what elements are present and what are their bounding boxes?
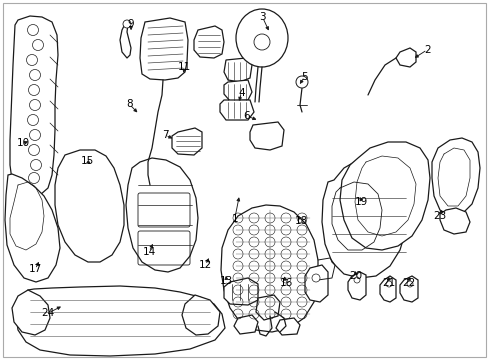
Polygon shape: [256, 295, 280, 320]
Circle shape: [32, 40, 43, 50]
Circle shape: [253, 34, 269, 50]
Polygon shape: [234, 315, 258, 334]
Circle shape: [29, 69, 41, 81]
Text: 3: 3: [259, 12, 265, 22]
Polygon shape: [321, 158, 407, 278]
Polygon shape: [16, 286, 224, 356]
Polygon shape: [126, 158, 198, 272]
Polygon shape: [5, 174, 60, 282]
Text: 21: 21: [382, 278, 395, 288]
Polygon shape: [431, 138, 479, 216]
Ellipse shape: [236, 9, 287, 67]
Text: 1: 1: [231, 214, 238, 224]
Polygon shape: [399, 276, 417, 302]
Polygon shape: [10, 16, 58, 196]
Circle shape: [29, 99, 41, 111]
Circle shape: [28, 144, 40, 156]
Polygon shape: [249, 122, 284, 150]
Circle shape: [27, 24, 39, 36]
Text: 17: 17: [28, 264, 42, 274]
Text: 20: 20: [349, 271, 362, 281]
Circle shape: [385, 281, 391, 287]
Polygon shape: [12, 290, 50, 335]
Text: 5: 5: [301, 72, 307, 82]
Text: 23: 23: [432, 211, 446, 221]
Circle shape: [28, 85, 40, 95]
Circle shape: [28, 172, 40, 184]
Text: 2: 2: [423, 45, 430, 55]
Circle shape: [295, 76, 307, 88]
Text: 24: 24: [41, 308, 55, 318]
Polygon shape: [220, 100, 253, 120]
Polygon shape: [339, 142, 429, 250]
Polygon shape: [275, 318, 299, 335]
Polygon shape: [221, 205, 317, 332]
Text: 4: 4: [238, 88, 244, 98]
Polygon shape: [439, 208, 469, 234]
Text: 14: 14: [142, 247, 156, 257]
Text: 9: 9: [127, 19, 134, 30]
Circle shape: [29, 130, 41, 140]
Text: 6: 6: [243, 111, 249, 121]
Polygon shape: [224, 80, 251, 101]
Text: 11: 11: [178, 62, 191, 72]
Circle shape: [311, 274, 319, 282]
Polygon shape: [347, 272, 365, 300]
Text: 10: 10: [17, 138, 30, 148]
Polygon shape: [55, 150, 124, 262]
Text: 16: 16: [279, 278, 292, 288]
Text: 7: 7: [162, 130, 168, 140]
Polygon shape: [182, 295, 220, 335]
Polygon shape: [194, 26, 224, 58]
Text: 22: 22: [401, 278, 415, 288]
Polygon shape: [305, 265, 327, 302]
Text: 15: 15: [80, 156, 94, 166]
Circle shape: [30, 159, 41, 171]
Text: 18: 18: [294, 216, 307, 226]
Polygon shape: [395, 48, 415, 67]
Polygon shape: [140, 18, 187, 80]
Text: 12: 12: [198, 260, 212, 270]
Circle shape: [123, 20, 131, 28]
Polygon shape: [379, 276, 395, 302]
Text: 13: 13: [219, 276, 233, 286]
Circle shape: [27, 114, 39, 126]
Polygon shape: [172, 128, 202, 155]
Circle shape: [26, 54, 38, 66]
Circle shape: [353, 277, 359, 283]
Text: 19: 19: [354, 197, 368, 207]
Polygon shape: [224, 278, 258, 305]
Polygon shape: [224, 58, 251, 82]
Circle shape: [406, 281, 412, 287]
Text: 8: 8: [126, 99, 133, 109]
